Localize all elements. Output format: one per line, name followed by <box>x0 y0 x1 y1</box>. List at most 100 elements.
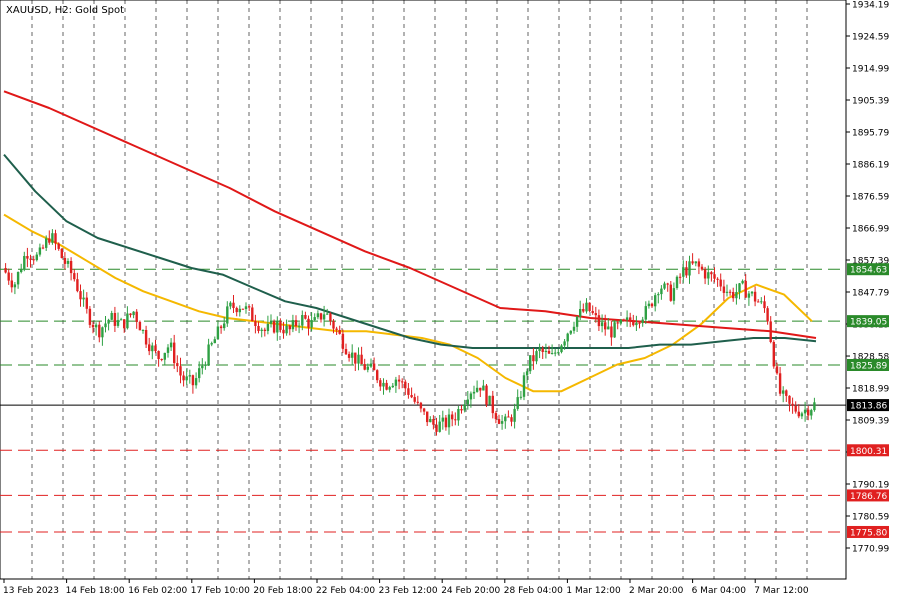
candle-bull <box>513 408 516 422</box>
candle-bear <box>547 350 551 354</box>
candle-bull <box>429 419 432 423</box>
candle-bear <box>454 419 457 421</box>
resistance-level-label: 1839.05 <box>850 318 887 328</box>
candle-bull <box>23 256 26 270</box>
candle-bull <box>382 382 385 387</box>
candle-bull <box>500 421 504 424</box>
candle-bear <box>703 269 707 279</box>
current-price-label-bg <box>847 399 889 412</box>
candle-bear <box>691 261 694 264</box>
candle-bear <box>123 319 126 329</box>
candle-bear <box>451 414 454 420</box>
candle-bull <box>116 320 120 326</box>
candle-bear <box>88 308 92 325</box>
candle-bear <box>713 274 716 279</box>
candle-bear <box>304 315 307 319</box>
candle-bull <box>351 352 354 358</box>
x-tick-label: 16 Feb 02:00 <box>128 586 187 596</box>
candle-bull <box>260 329 263 331</box>
candle-bear <box>594 313 597 316</box>
x-tick-label: 28 Feb 04:00 <box>504 586 563 596</box>
ma-line-1 <box>3 213 813 393</box>
candle-bull <box>194 378 198 386</box>
candle-bear <box>26 256 29 259</box>
candle-bull <box>760 301 763 303</box>
candle-bull <box>810 410 813 416</box>
x-tick-label: 20 Feb 18:00 <box>253 586 312 596</box>
candle-bull <box>101 327 104 338</box>
candle-bear <box>307 318 310 328</box>
candle-bear <box>341 333 345 349</box>
candle-bull <box>538 348 541 351</box>
candle-bear <box>422 408 426 412</box>
candle-bear <box>413 397 416 402</box>
x-tick-label: 23 Feb 12:00 <box>379 586 438 596</box>
candle-bear <box>7 272 10 281</box>
candle-bear <box>616 322 619 324</box>
candle-bull <box>466 399 469 405</box>
candle-bear <box>41 247 45 249</box>
candle-bear <box>113 313 117 326</box>
candle-bull <box>104 323 107 328</box>
candle-bear <box>719 279 722 287</box>
candle-bear <box>716 278 719 280</box>
candle-bull <box>141 330 145 331</box>
current-price-label: 1813.86 <box>850 402 887 412</box>
candle-bull <box>132 311 135 316</box>
candle-bear <box>807 409 810 416</box>
candle-bull <box>635 322 638 326</box>
candle-bear <box>32 259 35 261</box>
candle-bear <box>507 416 510 418</box>
candle-bear <box>772 342 775 367</box>
candle-bear <box>728 291 732 293</box>
candle-bull <box>316 313 320 318</box>
plot-background <box>0 0 847 580</box>
candle-bull <box>20 269 23 272</box>
candle-bull <box>579 309 582 317</box>
y-tick-label: 1934.19 <box>852 1 889 11</box>
candle-bull <box>244 306 248 309</box>
candle-bull <box>560 345 563 353</box>
candle-bear <box>597 315 601 327</box>
candle-bear <box>678 276 682 278</box>
candle-bull <box>644 306 647 320</box>
candle-bear <box>251 307 254 322</box>
candle-bull <box>226 306 229 324</box>
y-tick-label: 1876.59 <box>852 193 889 203</box>
candle-bear <box>775 366 779 374</box>
candle-bear <box>588 302 591 311</box>
candle-bear <box>697 261 701 267</box>
candle-bear <box>135 311 138 322</box>
candle-bull <box>207 344 210 365</box>
candle-bear <box>494 413 498 420</box>
candle-bear <box>744 280 747 298</box>
candle-bull <box>51 233 54 243</box>
candle-bear <box>54 233 57 244</box>
candle-bull <box>625 317 629 320</box>
candle-bull <box>322 314 326 320</box>
candle-bull <box>269 321 273 324</box>
candle-bull <box>738 283 741 292</box>
candle-bear <box>338 330 341 334</box>
x-tick-label: 2 Mar 20:00 <box>629 586 684 596</box>
candle-bear <box>173 342 176 364</box>
candle-bull <box>326 313 329 315</box>
candle-bear <box>98 324 101 338</box>
x-tick-label: 6 Mar 04:00 <box>692 586 747 596</box>
candle-bear <box>479 387 482 391</box>
candle-bear <box>288 325 291 330</box>
x-tick-label: 24 Feb 20:00 <box>441 586 500 596</box>
candle-bull <box>35 254 38 261</box>
candle-bear <box>176 363 179 367</box>
candle-bull <box>600 322 604 327</box>
resistance-level-label-bg <box>847 263 889 276</box>
candle-bear <box>79 291 82 300</box>
candle-bear <box>191 375 195 386</box>
candle-bear <box>335 328 338 330</box>
candle-bull <box>472 391 476 394</box>
candle-bear <box>791 403 794 406</box>
candle-bear <box>732 292 735 299</box>
grid <box>31 0 808 579</box>
candle-bear <box>138 321 142 331</box>
